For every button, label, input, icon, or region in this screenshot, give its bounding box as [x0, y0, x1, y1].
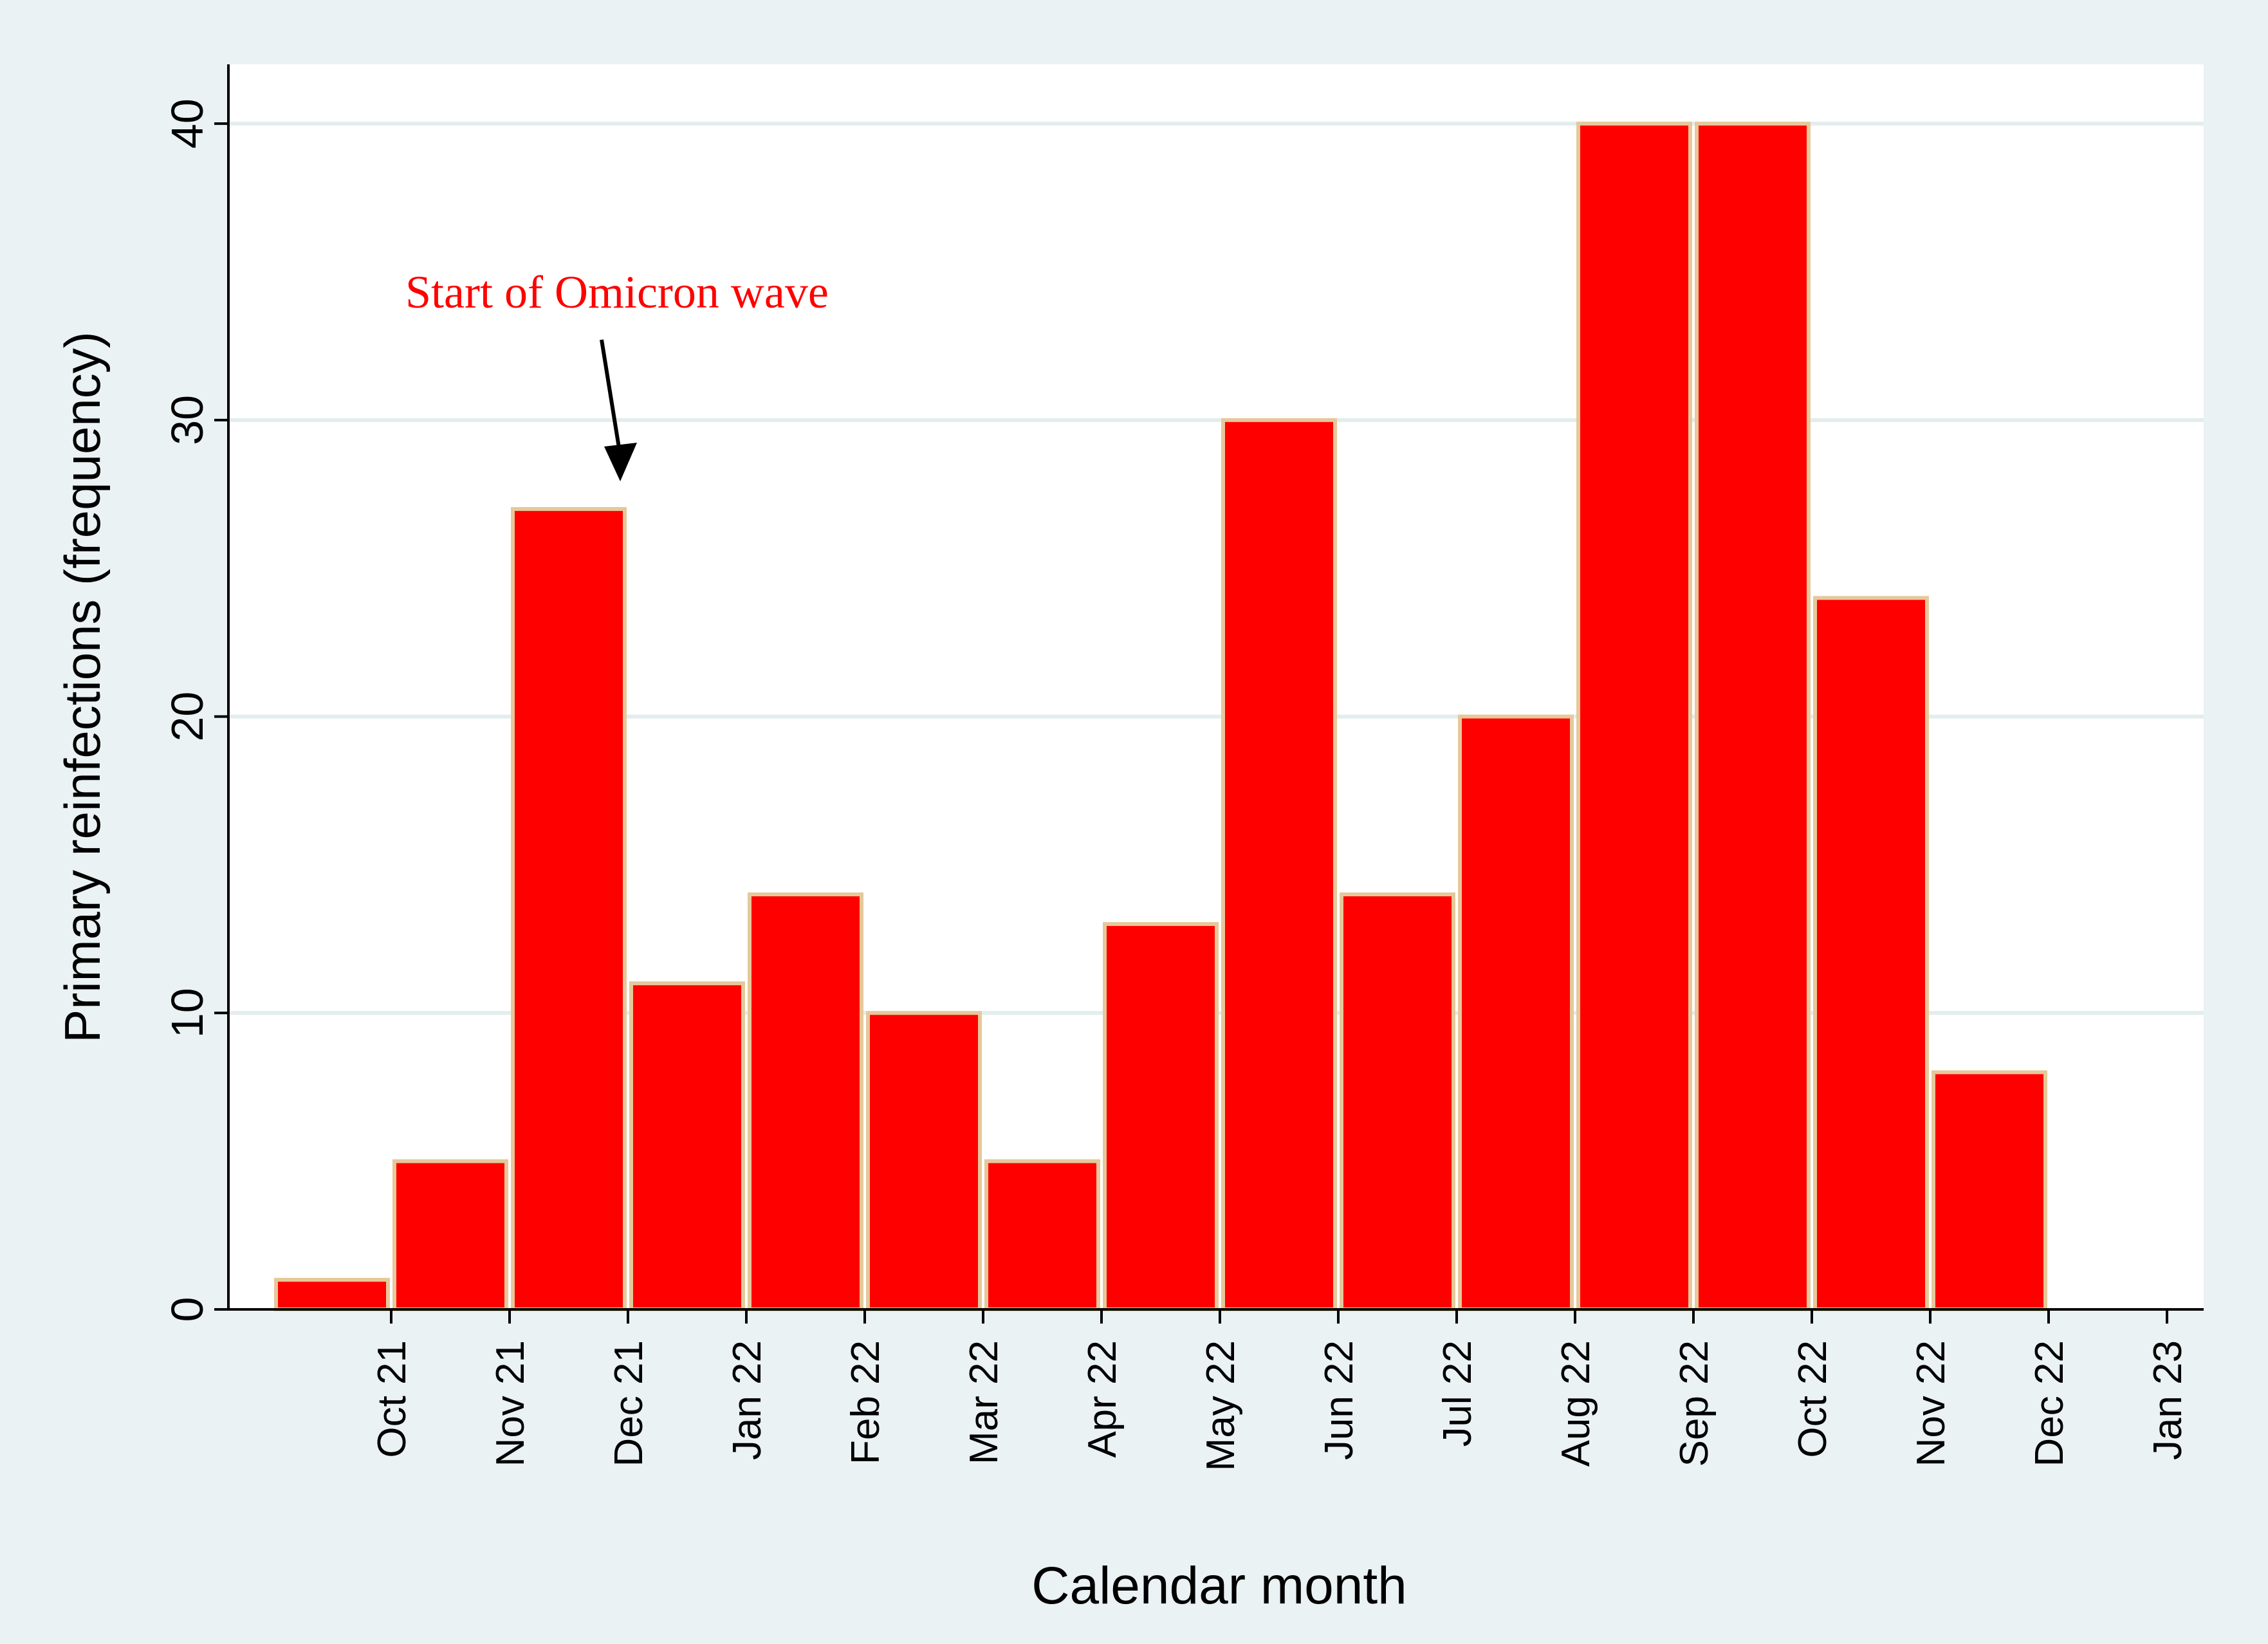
- y-tick-label-0: 0: [162, 1297, 212, 1322]
- bar-oct-22: [1695, 122, 1811, 1312]
- bar-jan-22: [629, 981, 745, 1311]
- bar-nov-21: [392, 1159, 508, 1311]
- bar-dec-22: [1931, 1070, 2047, 1312]
- bar-jun-22: [1221, 418, 1337, 1311]
- x-tick-label-may-22: May 22: [1199, 1340, 1243, 1471]
- x-tick-label-mar-22: Mar 22: [962, 1340, 1006, 1464]
- x-axis-label: Calendar month: [1031, 1556, 1406, 1615]
- y-tick-label-20: 20: [162, 692, 212, 742]
- bar-nov-22: [1813, 596, 1929, 1311]
- bar-dec-21: [511, 507, 627, 1311]
- bar-oct-21: [274, 1277, 390, 1312]
- y-tick-label-10: 10: [162, 988, 212, 1038]
- annotation: Start of Omicron wave: [405, 266, 829, 481]
- y-axis-label: Primary reinfections (frequency): [54, 331, 111, 1042]
- x-tick-label-feb-22: Feb 22: [844, 1340, 888, 1464]
- x-tick-label-jan-22: Jan 22: [725, 1340, 770, 1460]
- x-ticks: Oct 21 Nov 21 Dec 21 Jan 22 Feb 22 Mar 22 Apr …: [370, 1309, 2190, 1471]
- x-tick-label-aug-22: Aug 22: [1554, 1340, 1598, 1467]
- x-tick-label-jun-22: Jun 22: [1317, 1340, 1361, 1460]
- x-tick-label-oct-21: Oct 21: [370, 1340, 414, 1458]
- x-tick-label-dec-22: Dec 22: [2027, 1340, 2072, 1466]
- x-tick-label-sep-22: Sep 22: [1672, 1340, 1717, 1467]
- x-tick-label-nov-22: Nov 22: [1909, 1340, 1953, 1466]
- annotation-arrow: [600, 339, 622, 456]
- bar-may-22: [1103, 922, 1219, 1311]
- bar-sep-22: [1576, 122, 1692, 1312]
- annotation-text: Start of Omicron wave: [405, 266, 829, 318]
- x-tick-label-oct-22: Oct 22: [1791, 1340, 1835, 1458]
- bar-apr-22: [984, 1159, 1100, 1311]
- y-ticks: 0 10 20 30 40: [162, 98, 228, 1322]
- bar-feb-22: [748, 892, 863, 1311]
- bar-jul-22: [1340, 892, 1455, 1311]
- bar-aug-22: [1458, 714, 1574, 1311]
- annotation-arrow-head: [604, 443, 637, 481]
- x-tick-label-nov-21: Nov 21: [488, 1340, 533, 1466]
- x-tick-label-dec-21: Dec 21: [607, 1340, 651, 1466]
- y-tick-label-40: 40: [162, 98, 212, 149]
- x-tick-label-apr-22: Apr 22: [1080, 1340, 1125, 1458]
- x-tick-label-jan-23: Jan 23: [2146, 1340, 2190, 1460]
- y-tick-label-30: 30: [162, 395, 212, 445]
- bar-mar-22: [866, 1011, 982, 1312]
- x-tick-label-jul-22: Jul 22: [1435, 1340, 1480, 1446]
